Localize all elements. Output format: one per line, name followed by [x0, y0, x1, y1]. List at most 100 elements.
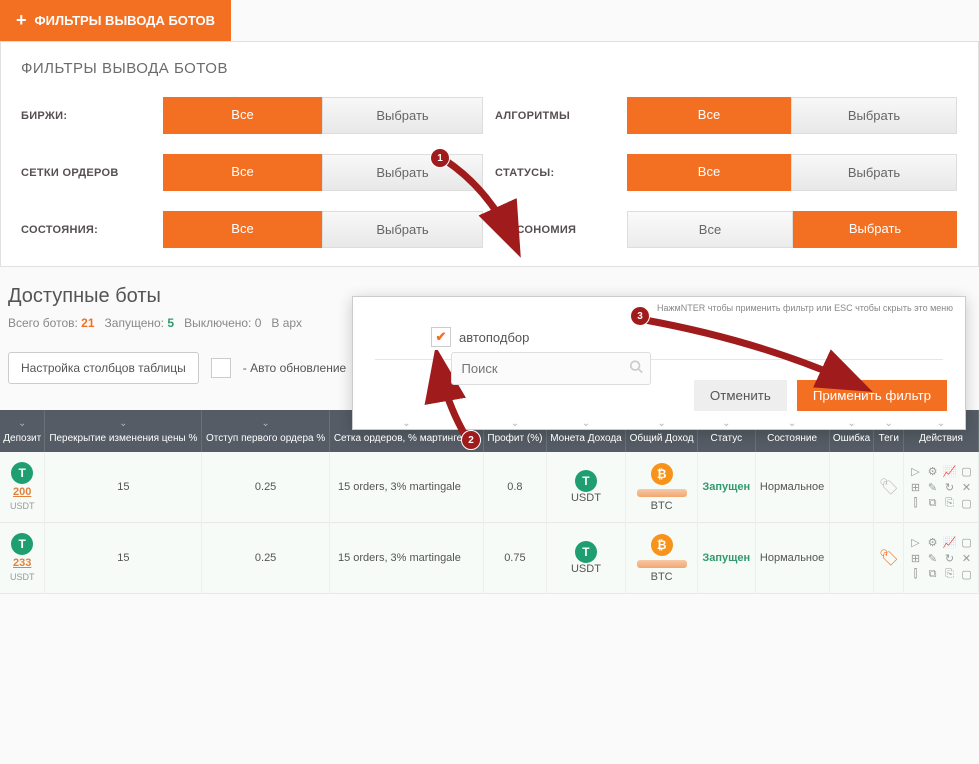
- sort-icon[interactable]: ⌄: [487, 418, 543, 429]
- settings-icon[interactable]: ⚙: [926, 465, 940, 478]
- state-cell: Нормальное: [755, 452, 829, 523]
- grid-icon[interactable]: ⊞: [909, 481, 923, 494]
- filters-toggle-button[interactable]: + ФИЛЬТРЫ ВЫВОДА БОТОВ: [0, 0, 231, 41]
- coin-icon: T: [575, 470, 597, 492]
- sort-icon[interactable]: ⌄: [3, 418, 41, 429]
- refresh-icon[interactable]: ↻: [943, 481, 957, 494]
- blurred-value: [637, 560, 687, 568]
- status-cell: Запущен: [698, 452, 755, 523]
- sort-icon[interactable]: ⌄: [629, 418, 694, 429]
- filter-select-button[interactable]: Выбрать: [322, 154, 483, 191]
- play-icon[interactable]: ▷: [909, 536, 923, 549]
- total-currency: BTC: [651, 500, 673, 512]
- column-header[interactable]: ⌄Депозит: [0, 410, 45, 452]
- column-header[interactable]: ⌄Профит (%): [484, 410, 547, 452]
- configure-columns-button[interactable]: Настройка столбцов таблицы: [8, 352, 199, 384]
- play-icon[interactable]: ▷: [909, 465, 923, 478]
- filter-label: СТАТУСЫ:: [495, 167, 615, 179]
- table-row: T 233 USDT 15 0.25 15 orders, 3% marting…: [0, 523, 979, 594]
- sort-icon[interactable]: ⌄: [333, 418, 480, 429]
- filter-all-button[interactable]: Все: [163, 97, 322, 134]
- filter-all-button[interactable]: Все: [163, 211, 322, 248]
- cancel-button[interactable]: Отменить: [694, 380, 787, 411]
- tag-icon[interactable]: 🏷: [879, 479, 899, 496]
- sort-icon[interactable]: ⌄: [701, 418, 751, 429]
- autopick-checkbox[interactable]: ✔: [431, 327, 451, 347]
- filter-all-button[interactable]: Все: [627, 97, 791, 134]
- sort-icon[interactable]: ⌄: [833, 418, 871, 429]
- chart-icon[interactable]: 📈: [943, 536, 957, 549]
- more-icon[interactable]: ▢: [960, 568, 974, 581]
- coin-icon: T: [575, 541, 597, 563]
- copy-icon[interactable]: ⧉: [926, 568, 940, 581]
- status-cell: Запущен: [698, 523, 755, 594]
- sort-icon[interactable]: ⌄: [759, 418, 826, 429]
- refresh-icon[interactable]: ↻: [943, 552, 957, 565]
- popup-hint: НажмNTER чтобы применить фильтр или ESC …: [353, 297, 965, 315]
- column-header[interactable]: ⌄Статус: [698, 410, 755, 452]
- column-header[interactable]: ⌄Теги: [874, 410, 904, 452]
- bars-icon[interactable]: ⫿: [909, 568, 923, 581]
- sort-icon[interactable]: ⌄: [550, 418, 622, 429]
- delete-icon[interactable]: ✕: [960, 552, 974, 565]
- deposit-link[interactable]: 233: [4, 557, 40, 569]
- sort-icon[interactable]: ⌄: [48, 418, 198, 429]
- btc-icon: ₿: [651, 534, 673, 556]
- column-header[interactable]: ⌄Перекрытие изменения цены %: [45, 410, 202, 452]
- plus-icon: +: [16, 10, 27, 31]
- total-income-cell: ₿ BTC: [626, 523, 698, 594]
- filter-all-button[interactable]: Все: [163, 154, 322, 191]
- link-icon[interactable]: ⎘: [943, 497, 957, 510]
- bots-table: ⌄Депозит⌄Перекрытие изменения цены %⌄Отс…: [0, 410, 979, 594]
- deposit-currency: USDT: [10, 572, 35, 582]
- sort-icon[interactable]: ⌄: [877, 418, 900, 429]
- filter-select-button[interactable]: Выбрать: [791, 154, 957, 191]
- coin-icon: T: [11, 533, 33, 555]
- sort-icon[interactable]: ⌄: [907, 418, 975, 429]
- filters-panel: ФИЛЬТРЫ ВЫВОДА БОТОВ БИРЖИ:ВсеВыбратьАЛГ…: [0, 41, 979, 267]
- column-header[interactable]: ⌄Состояние: [755, 410, 829, 452]
- filter-select-button[interactable]: Выбрать: [322, 211, 483, 248]
- sort-icon[interactable]: ⌄: [205, 418, 326, 429]
- blurred-value: [637, 489, 687, 497]
- chart-icon[interactable]: 📈: [943, 465, 957, 478]
- column-header[interactable]: ⌄Монета Дохода: [546, 410, 625, 452]
- edit-icon[interactable]: ✎: [926, 552, 940, 565]
- column-header[interactable]: ⌄Общий Доход: [626, 410, 698, 452]
- column-header[interactable]: ⌄Отступ первого ордера %: [202, 410, 330, 452]
- note-icon[interactable]: ▢: [960, 536, 974, 549]
- filter-pair: ВсеВыбрать: [627, 97, 957, 134]
- delete-icon[interactable]: ✕: [960, 481, 974, 494]
- column-header[interactable]: ⌄Действия: [904, 410, 979, 452]
- deposit-link[interactable]: 200: [4, 486, 40, 498]
- note-icon[interactable]: ▢: [960, 465, 974, 478]
- edit-icon[interactable]: ✎: [926, 481, 940, 494]
- filter-all-button[interactable]: Все: [627, 211, 793, 248]
- tag-icon[interactable]: 🏷: [879, 550, 899, 567]
- link-icon[interactable]: ⎘: [943, 568, 957, 581]
- error-cell: [829, 452, 874, 523]
- more-icon[interactable]: ▢: [960, 497, 974, 510]
- coverage-cell: 15: [45, 523, 202, 594]
- apply-filter-button[interactable]: Применить фильтр: [797, 380, 947, 411]
- column-header[interactable]: ⌄Ошибка: [829, 410, 874, 452]
- copy-icon[interactable]: ⧉: [926, 497, 940, 510]
- filter-select-button[interactable]: Выбрать: [791, 97, 957, 134]
- filter-select-button[interactable]: Выбрать: [793, 211, 957, 248]
- btc-icon: ₿: [651, 463, 673, 485]
- column-header[interactable]: ⌄Сетка ордеров, % мартингейла: [329, 410, 483, 452]
- auto-refresh-label: - Авто обновление: [243, 361, 346, 375]
- state-cell: Нормальное: [755, 523, 829, 594]
- deposit-currency: USDT: [10, 501, 35, 511]
- filter-label: АЛГОРИТМЫ: [495, 110, 615, 122]
- grid-cell: 15 orders, 3% martingale: [329, 523, 483, 594]
- search-input[interactable]: [451, 352, 651, 385]
- grid-icon[interactable]: ⊞: [909, 552, 923, 565]
- filter-all-button[interactable]: Все: [627, 154, 791, 191]
- filter-pair: ВсеВыбрать: [163, 97, 483, 134]
- settings-icon[interactable]: ⚙: [926, 536, 940, 549]
- income-currency: USDT: [571, 563, 601, 575]
- auto-refresh-checkbox[interactable]: [211, 358, 231, 378]
- bars-icon[interactable]: ⫿: [909, 497, 923, 510]
- filter-select-button[interactable]: Выбрать: [322, 97, 483, 134]
